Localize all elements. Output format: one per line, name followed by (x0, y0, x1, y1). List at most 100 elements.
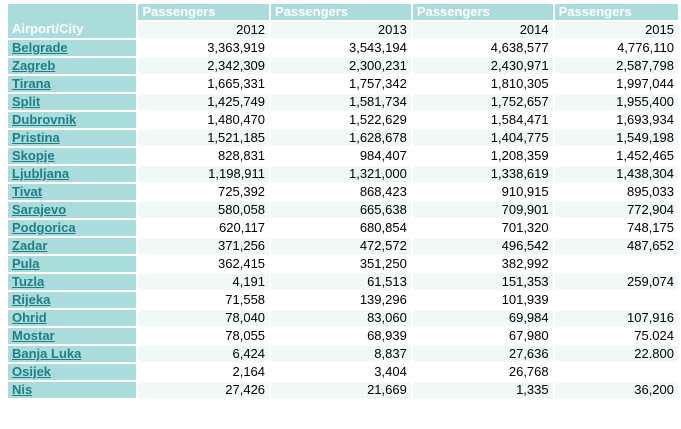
city-link[interactable]: Pula (12, 256, 40, 271)
passenger-count-cell: 1,208,359 (412, 148, 553, 164)
table-row: Banja Luka 6,424 8,837 27,636 22.800 (8, 346, 678, 362)
passenger-count-cell: 1,425,749 (138, 94, 270, 110)
passenger-count-cell: 75.024 (554, 328, 678, 344)
city-cell: Podgorica (8, 220, 137, 236)
passenger-count-cell: 2,300,231 (271, 58, 411, 74)
city-cell: Nis (8, 382, 137, 398)
passenger-count-cell: 984,407 (271, 148, 411, 164)
passenger-count-cell: 1,522,629 (271, 112, 411, 128)
city-cell: Rijeka (8, 292, 137, 308)
passenger-count-cell: 496,542 (412, 238, 553, 254)
city-link[interactable]: Podgorica (12, 220, 76, 235)
year-2013: 2013 (271, 22, 411, 38)
city-link[interactable]: Osijek (12, 364, 52, 379)
passenger-count-cell: 151,353 (412, 274, 553, 290)
table-row: Tuzla 4,191 61,513 151,353 259,074 (8, 274, 678, 290)
passenger-count-cell: 725,392 (138, 184, 270, 200)
city-cell: Tirana (8, 76, 137, 92)
passenger-count-cell: 665,638 (271, 202, 411, 218)
passenger-count-cell: 78,040 (138, 310, 270, 326)
passengers-header-2015: Passengers (554, 4, 678, 20)
city-cell: Ohrid (8, 310, 137, 326)
passenger-count-cell: 1,752,657 (412, 94, 553, 110)
passenger-count-cell: 1,997,044 (554, 76, 678, 92)
passenger-count-cell: 620,117 (138, 220, 270, 236)
city-link[interactable]: Split (12, 94, 41, 109)
table-row: Sarajevo 580,058 665,638 709,901 772,904 (8, 202, 678, 218)
table-row: Tirana 1,665,331 1,757,342 1,810,305 1,997,0… (8, 76, 678, 92)
passenger-count-cell: 1,321,000 (271, 166, 411, 182)
city-cell: Sarajevo (8, 202, 137, 218)
passenger-count-cell: 701,320 (412, 220, 553, 236)
city-link[interactable]: Sarajevo (12, 202, 67, 217)
passenger-count-cell: 487,652 (554, 238, 678, 254)
city-link[interactable]: Dubrovnik (12, 112, 77, 127)
passenger-count-cell: 1,404,775 (412, 130, 553, 146)
passenger-count-cell: 4,638,577 (412, 40, 553, 56)
passenger-count-cell: 69,984 (412, 310, 553, 326)
passenger-count-cell: 1,480,470 (138, 112, 270, 128)
passenger-count-cell: 709,901 (412, 202, 553, 218)
passenger-count-cell: 71,558 (138, 292, 270, 308)
passenger-count-cell: 6,424 (138, 346, 270, 362)
table-row: Podgorica 620,117 680,854 701,320 748,175 (8, 220, 678, 236)
city-cell: Zadar (8, 238, 137, 254)
city-link[interactable]: Mostar (12, 328, 55, 343)
city-link[interactable]: Ljubljana (12, 166, 70, 181)
city-link[interactable]: Tivat (12, 184, 43, 199)
passenger-count-cell: 1,955,400 (554, 94, 678, 110)
passenger-count-cell: 1,452,465 (554, 148, 678, 164)
table-row: Pristina 1,521,185 1,628,678 1,404,775 1,549… (8, 130, 678, 146)
city-cell: Mostar (8, 328, 137, 344)
passenger-count-cell: 67,980 (412, 328, 553, 344)
passenger-count-cell: 78,055 (138, 328, 270, 344)
passenger-count-cell: 3,404 (271, 364, 411, 380)
passenger-count-cell: 472,572 (271, 238, 411, 254)
city-cell: Skopje (8, 148, 137, 164)
passenger-count-cell: 362,415 (138, 256, 270, 272)
passenger-count-cell: 3,363,919 (138, 40, 270, 56)
passenger-count-cell: 1,549,198 (554, 130, 678, 146)
table-row: Ljubljana 1,198,911 1,321,000 1,338,619 1,43… (8, 166, 678, 182)
city-link[interactable]: Pristina (12, 130, 60, 145)
city-link[interactable]: Zadar (12, 238, 48, 253)
city-cell: Belgrade (8, 40, 137, 56)
passenger-count-cell: 580,058 (138, 202, 270, 218)
city-link[interactable]: Zagreb (12, 58, 56, 73)
city-link[interactable]: Tuzla (12, 274, 45, 289)
passenger-count-cell: 27,426 (138, 382, 270, 398)
passenger-count-cell: 2,430,971 (412, 58, 553, 74)
year-2015: 2015 (554, 22, 678, 38)
city-link[interactable]: Nis (12, 382, 33, 397)
city-link[interactable]: Belgrade (12, 40, 68, 55)
airport-passengers-table: Airport/City Passengers Passengers Passe… (6, 2, 680, 400)
passenger-count-cell: 83,060 (271, 310, 411, 326)
passengers-header-2013: Passengers (271, 4, 411, 20)
table-row: Osijek 2,164 3,404 26,768 (8, 364, 678, 380)
city-link[interactable]: Banja Luka (12, 346, 82, 361)
passenger-count-cell: 680,854 (271, 220, 411, 236)
passenger-count-cell: 1,521,185 (138, 130, 270, 146)
city-link[interactable]: Ohrid (12, 310, 47, 325)
passenger-count-cell: 8,837 (271, 346, 411, 362)
passenger-count-cell: 2,587,798 (554, 58, 678, 74)
city-link[interactable]: Tirana (12, 76, 51, 91)
passenger-count-cell: 1,581,734 (271, 94, 411, 110)
city-cell: Split (8, 94, 137, 110)
passenger-count-cell: 828,831 (138, 148, 270, 164)
passenger-count-cell: 259,074 (554, 274, 678, 290)
passenger-count-cell: 1,693,934 (554, 112, 678, 128)
passenger-count-cell: 4,191 (138, 274, 270, 290)
year-row: 2012 2013 2014 2015 (8, 22, 678, 38)
passenger-count-cell (554, 292, 678, 308)
passenger-count-cell: 1,665,331 (138, 76, 270, 92)
table-row: Pula 362,415 351,250 382,992 (8, 256, 678, 272)
city-link[interactable]: Skopje (12, 148, 55, 163)
passenger-count-cell: 371,256 (138, 238, 270, 254)
passenger-count-cell: 2,342,309 (138, 58, 270, 74)
passenger-count-cell: 1,198,911 (138, 166, 270, 182)
table-body: Belgrade 3,363,919 3,543,194 4,638,577 4,776… (8, 40, 678, 398)
passengers-header-2014: Passengers (412, 4, 553, 20)
city-link[interactable]: Rijeka (12, 292, 51, 307)
